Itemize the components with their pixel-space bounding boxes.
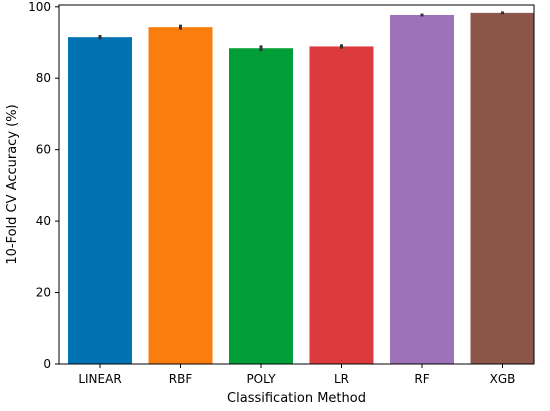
x-axis-ticks: LINEAR RBF POLY LR RF XGB bbox=[78, 364, 515, 386]
bar-xgb bbox=[470, 12, 535, 365]
x-tick-label-rf: RF bbox=[414, 372, 429, 386]
bar-rf bbox=[390, 15, 454, 365]
y-tick-label-80: 80 bbox=[36, 71, 51, 85]
y-tick-label-100: 100 bbox=[28, 0, 51, 14]
y-tick-label-40: 40 bbox=[36, 214, 51, 228]
bar-poly bbox=[229, 48, 293, 364]
y-axis-title: 10-Fold CV Accuracy (%) bbox=[5, 104, 20, 264]
error-bars-group bbox=[98, 11, 504, 52]
bar-linear bbox=[68, 37, 132, 364]
y-tick-label-0: 0 bbox=[43, 357, 51, 371]
x-tick-label-xgb: XGB bbox=[490, 372, 516, 386]
bar-lr bbox=[309, 46, 374, 364]
x-tick-label-linear: LINEAR bbox=[78, 372, 121, 386]
y-tick-label-60: 60 bbox=[36, 143, 51, 157]
plot-frame bbox=[58, 4, 535, 365]
x-axis-title: Classification Method bbox=[227, 391, 366, 406]
y-axis-ticks: 0 20 40 60 80 100 bbox=[28, 0, 59, 371]
x-tick-label-rbf: RBF bbox=[169, 372, 193, 386]
y-tick-label-20: 20 bbox=[36, 286, 51, 300]
x-tick-label-poly: POLY bbox=[246, 372, 276, 386]
bars-group bbox=[68, 12, 535, 365]
x-tick-label-lr: LR bbox=[334, 372, 349, 386]
bar-rbf bbox=[148, 27, 213, 364]
